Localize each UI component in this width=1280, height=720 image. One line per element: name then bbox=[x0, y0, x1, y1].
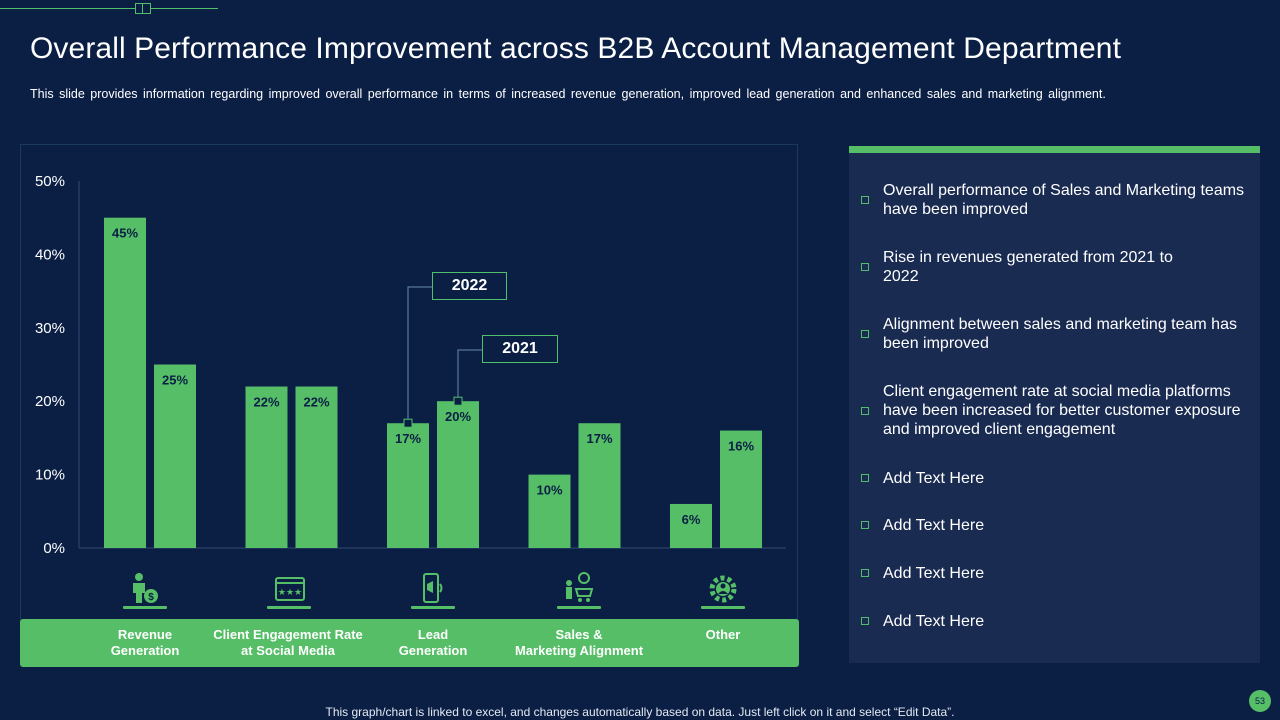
legend-2021: 2021 bbox=[482, 335, 558, 363]
bullet-text[interactable]: Add Text Here bbox=[883, 613, 985, 630]
data-label-2022: 17% bbox=[395, 431, 421, 446]
summary-accent-bar bbox=[849, 146, 1260, 153]
y-tick-label: 0% bbox=[43, 540, 65, 557]
lead-phone-icon bbox=[423, 573, 443, 603]
bullet-text: Alignment between sales and marketing te… bbox=[883, 316, 1237, 352]
bullet-text: Overall performance of Sales and Marketi… bbox=[883, 182, 1245, 218]
bullet-icon bbox=[861, 407, 869, 415]
footer-note: This graph/chart is linked to excel, and… bbox=[325, 705, 955, 719]
category-label-sales-marketing: Sales & Marketing Alignment bbox=[514, 627, 644, 658]
data-label-2021: 17% bbox=[586, 431, 612, 446]
legend-marker-2022 bbox=[403, 418, 413, 428]
category-label-other: Other bbox=[705, 627, 741, 642]
bullet-text: Client engagement rate at social media p… bbox=[883, 383, 1241, 438]
data-label-2022: 10% bbox=[536, 483, 562, 498]
legend-marker-2021 bbox=[453, 396, 463, 406]
category-underline bbox=[557, 606, 601, 609]
y-tick-label: 20% bbox=[35, 393, 65, 410]
legend-leader-2022 bbox=[407, 286, 432, 424]
data-label-2022: 6% bbox=[682, 512, 701, 527]
category-label-client-engagement: Client Engagement Rate at Social Media bbox=[213, 627, 363, 658]
category-underline bbox=[411, 606, 455, 609]
category-underline bbox=[123, 606, 167, 609]
category-underline bbox=[701, 606, 745, 609]
bar-2022 bbox=[670, 503, 712, 548]
data-label-2022: 45% bbox=[112, 226, 138, 241]
bar-2021 bbox=[720, 430, 762, 548]
data-label-2021: 16% bbox=[728, 439, 754, 454]
svg-text:$: $ bbox=[148, 592, 154, 603]
bullet-icon bbox=[861, 521, 869, 529]
bullet-icon bbox=[861, 569, 869, 577]
legend-leader-2021 bbox=[457, 349, 482, 402]
data-label-2021: 22% bbox=[303, 395, 329, 410]
page-subtitle: This slide provides information regardin… bbox=[30, 87, 1106, 101]
bullet-text: Rise in revenues generated from 2021 to … bbox=[883, 249, 1173, 285]
y-tick-label: 50% bbox=[35, 173, 65, 190]
bullet-text[interactable]: Add Text Here bbox=[883, 470, 985, 487]
legend-2022: 2022 bbox=[432, 272, 507, 300]
bullet-icon bbox=[861, 474, 869, 482]
bar-2021 bbox=[437, 401, 479, 548]
bullet-icon bbox=[861, 196, 869, 204]
y-tick-label: 40% bbox=[35, 246, 65, 263]
bar-2022 bbox=[104, 217, 146, 548]
bar-2021 bbox=[154, 364, 196, 548]
category-band: Revenue Generation Client Engagement Rate… bbox=[20, 619, 799, 667]
data-label-2021: 25% bbox=[162, 373, 188, 388]
data-label-2022: 22% bbox=[253, 395, 279, 410]
sales-marketing-icon bbox=[566, 572, 594, 602]
y-tick-label: 30% bbox=[35, 320, 65, 337]
bar-2021 bbox=[578, 423, 621, 548]
y-tick-label: 10% bbox=[35, 467, 65, 484]
category-label-revenue: Revenue Generation bbox=[110, 627, 180, 658]
bullet-icon bbox=[861, 617, 869, 625]
bar-2021 bbox=[295, 386, 338, 548]
decor-top-line bbox=[0, 8, 218, 9]
svg-text:★★★: ★★★ bbox=[278, 588, 302, 598]
engagement-rating-icon: ★★★ bbox=[275, 577, 305, 601]
category-underline bbox=[267, 606, 311, 609]
bar-chart[interactable]: 0% 10% 20% 30% 40% 50% 45% 25% 22% 22% 17% 20% 10% 17… bbox=[0, 0, 800, 620]
category-label-lead: Lead Generation bbox=[398, 627, 468, 658]
decor-top-box bbox=[135, 3, 151, 14]
bar-2022 bbox=[245, 386, 288, 548]
bar-2022 bbox=[528, 474, 571, 548]
bullet-icon bbox=[861, 263, 869, 271]
bar-2022 bbox=[387, 423, 429, 548]
page-title: Overall Performance Improvement across B… bbox=[30, 32, 1122, 65]
gear-group-icon bbox=[709, 575, 737, 603]
summary-panel: Overall performance of Sales and Marketi… bbox=[849, 146, 1260, 663]
data-label-2021: 20% bbox=[445, 409, 471, 424]
page-number: 53 bbox=[1249, 690, 1271, 712]
bullet-icon bbox=[861, 330, 869, 338]
bullet-text[interactable]: Add Text Here bbox=[883, 517, 985, 534]
revenue-person-icon: $ bbox=[133, 573, 158, 603]
bullet-text[interactable]: Add Text Here bbox=[883, 565, 985, 582]
